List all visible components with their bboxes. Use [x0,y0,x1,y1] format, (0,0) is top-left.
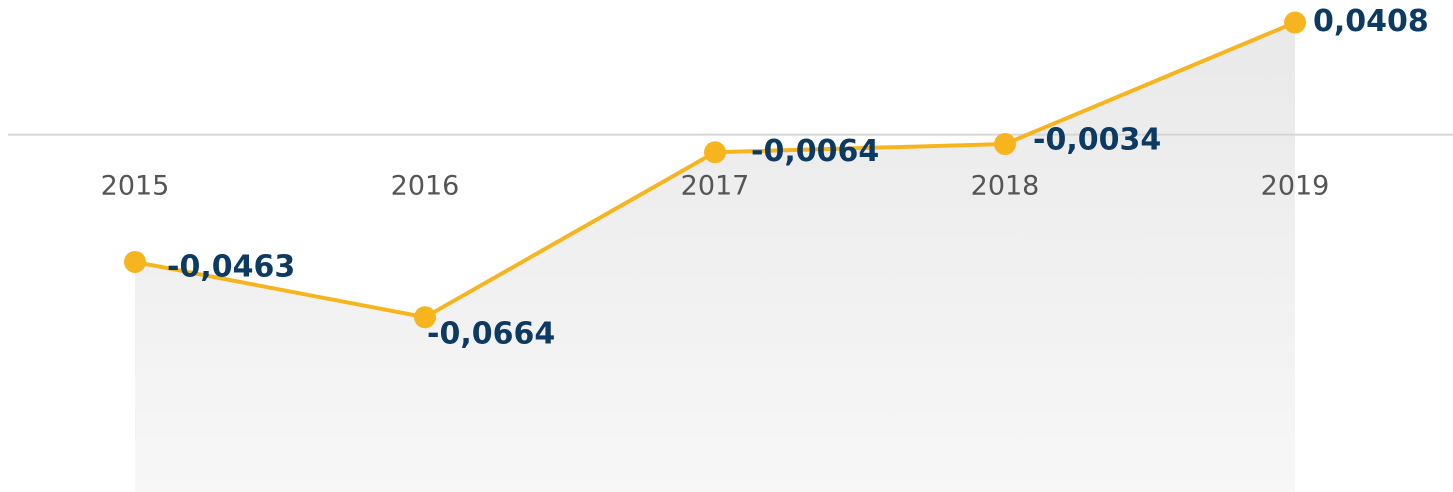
x-tick-label: 2015 [101,171,170,202]
point [704,141,726,164]
x-tick-label: 2016 [391,171,460,202]
x-tick-label: 2018 [971,171,1040,202]
value-label: -0,0064 [751,134,879,169]
x-tick-label: 2017 [681,171,750,202]
point [994,133,1016,156]
value-label: 0,0408 [1313,4,1429,39]
point [1284,11,1306,34]
point [124,250,146,273]
value-label: -0,0034 [1033,123,1161,158]
value-label: -0,0463 [167,249,295,284]
area [135,22,1295,492]
value-label: -0,0664 [427,317,555,352]
x-tick-label: 2019 [1261,171,1330,202]
point [414,306,436,329]
